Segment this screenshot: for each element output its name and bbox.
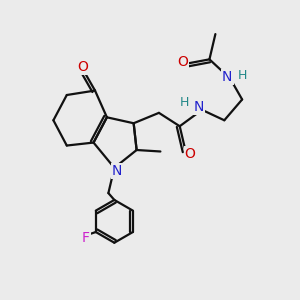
Text: O: O <box>177 55 188 69</box>
Text: H: H <box>179 96 189 109</box>
Text: H: H <box>238 69 247 82</box>
Text: O: O <box>78 60 88 74</box>
Text: O: O <box>185 148 196 161</box>
Text: N: N <box>222 70 232 84</box>
Text: N: N <box>112 164 122 178</box>
Text: F: F <box>81 231 89 245</box>
Text: N: N <box>194 100 204 114</box>
